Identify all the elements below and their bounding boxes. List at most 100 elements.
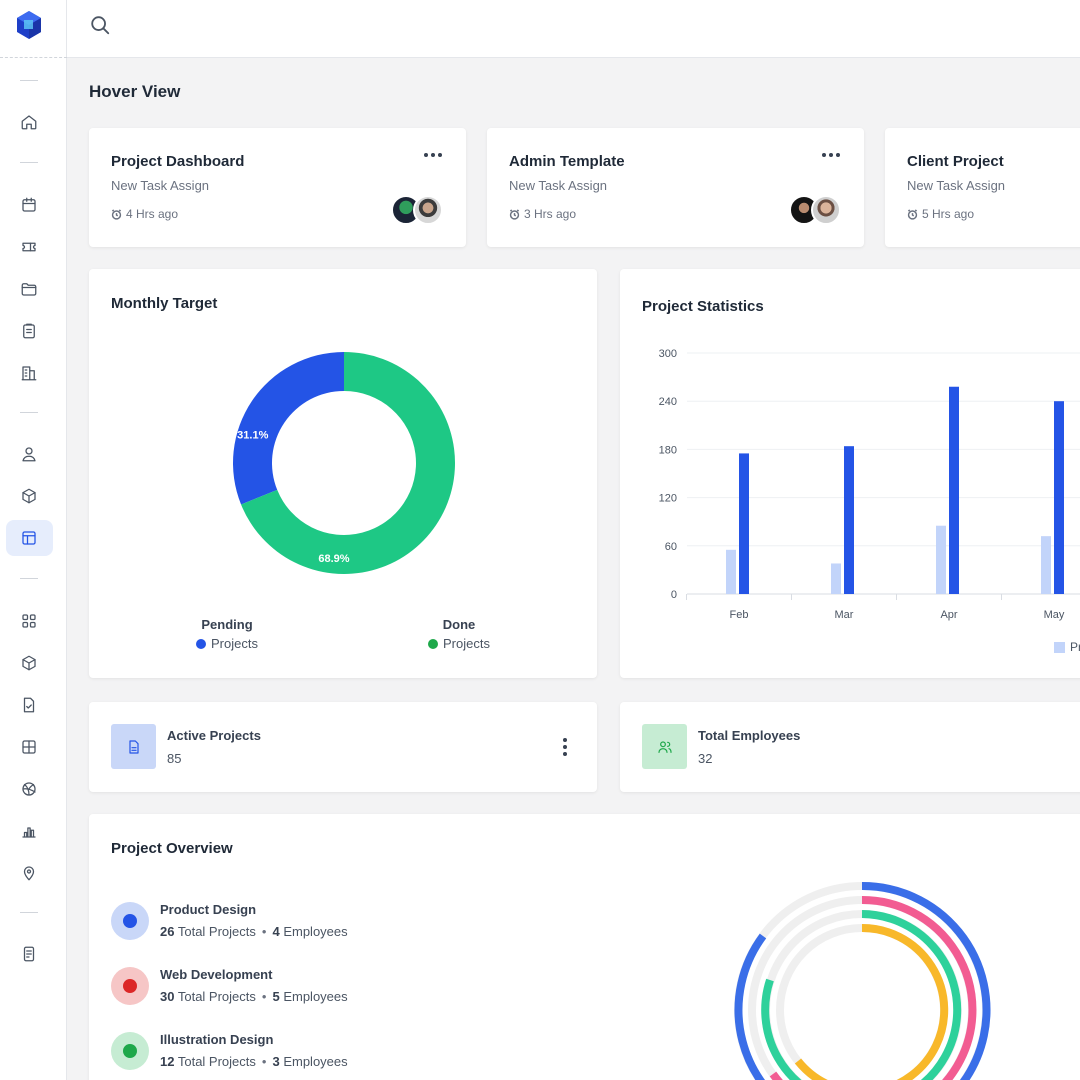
chart-legend: Pr xyxy=(1054,640,1080,654)
logo[interactable] xyxy=(16,10,42,40)
monthly-target-card: Monthly Target 31.1% 68.9% Pending Projec… xyxy=(89,269,597,678)
y-tick-label: 180 xyxy=(659,444,677,456)
bar-apr-series0[interactable] xyxy=(936,525,946,594)
sidebar-divider xyxy=(20,912,38,913)
project-statistics-card: Project Statistics 0 60 120 180 240 300 Feb Mar… xyxy=(620,269,1080,678)
package-icon[interactable] xyxy=(18,652,40,674)
more-options-icon[interactable] xyxy=(563,738,567,756)
basketball-icon[interactable] xyxy=(18,778,40,800)
bar-feb-series0[interactable] xyxy=(726,549,736,594)
building-icon[interactable] xyxy=(18,362,40,384)
card-title: Project Overview xyxy=(111,840,233,857)
top-bar xyxy=(67,0,1080,58)
monthly-target-donut-chart: 31.1% 68.9% xyxy=(233,352,456,574)
total-employees-card: Total Employees 32 xyxy=(620,702,1080,792)
legend-sub: Projects xyxy=(443,636,490,651)
radial-arc-pink xyxy=(769,895,977,1080)
ticket-icon[interactable] xyxy=(18,236,40,258)
project-meta: 12 Total Projects • 3 Employees xyxy=(160,1054,348,1069)
donut-slice-done[interactable] xyxy=(241,352,456,574)
radial-arc-yellow xyxy=(794,923,949,1080)
search-icon[interactable] xyxy=(89,14,111,36)
more-options-icon[interactable] xyxy=(822,150,840,160)
project-name: Product Design xyxy=(160,902,257,917)
legend-swatch xyxy=(1054,641,1065,653)
file-check-icon[interactable] xyxy=(18,694,40,716)
task-time-text: 4 Hrs ago xyxy=(126,207,179,221)
folder-icon[interactable] xyxy=(18,278,40,300)
active-projects-card: Active Projects 85 xyxy=(89,702,597,792)
status-dot xyxy=(111,902,149,940)
users-icon xyxy=(642,724,687,769)
alarm-clock-icon xyxy=(509,208,520,220)
sidebar-divider xyxy=(20,412,38,413)
x-tick-label: Apr xyxy=(940,609,957,621)
stat-value: 32 xyxy=(698,751,713,766)
x-tick-label: Feb xyxy=(730,609,749,621)
card-title: Project Statistics xyxy=(642,298,764,315)
task-time-text: 3 Hrs ago xyxy=(524,207,577,221)
stat-label: Total Employees xyxy=(698,728,801,743)
legend-dot xyxy=(428,638,439,649)
sidebar-divider xyxy=(20,162,38,163)
document-icon[interactable] xyxy=(18,943,40,965)
radial-arc-teal xyxy=(761,910,962,1080)
bar-chart-icon[interactable] xyxy=(18,820,40,842)
stat-value: 85 xyxy=(167,751,182,766)
task-subtitle: New Task Assign xyxy=(907,178,1006,193)
list-item[interactable]: Illustration Design 12 Total Projects • 3 … xyxy=(111,1032,411,1072)
bar-feb-series1[interactable] xyxy=(739,453,749,594)
page-title: Hover View xyxy=(89,82,181,101)
status-dot xyxy=(111,967,149,1005)
bar-mar-series1[interactable] xyxy=(844,446,854,594)
home-icon[interactable] xyxy=(18,111,40,133)
clipboard-icon[interactable] xyxy=(18,320,40,342)
bar-may-series1[interactable] xyxy=(1054,401,1064,594)
bar-apr-series1[interactable] xyxy=(949,386,959,594)
project-overview-card: Project Overview Product Design 26 Total… xyxy=(89,814,1080,1080)
y-tick-label: 300 xyxy=(659,348,677,360)
legend-label: Done xyxy=(442,617,476,632)
bar-mar-series0[interactable] xyxy=(831,563,841,594)
more-options-icon[interactable] xyxy=(424,150,442,160)
x-tick-label: Mar xyxy=(835,609,854,621)
project-name: Illustration Design xyxy=(160,1032,274,1047)
avatar-group xyxy=(789,195,843,225)
legend-text: Pr xyxy=(1070,640,1080,654)
radial-arc-blue xyxy=(734,881,991,1080)
task-card[interactable]: Project Dashboard New Task Assign 4 Hrs … xyxy=(89,128,466,247)
calendar-icon[interactable] xyxy=(18,194,40,216)
task-time: 3 Hrs ago xyxy=(509,207,576,221)
y-tick-label: 0 xyxy=(671,589,677,601)
x-tick-label: May xyxy=(1044,609,1065,621)
grid-icon[interactable] xyxy=(18,610,40,632)
task-subtitle: New Task Assign xyxy=(111,178,210,193)
project-name: Web Development xyxy=(160,967,273,982)
card-title: Monthly Target xyxy=(111,295,218,312)
y-tick-label: 240 xyxy=(659,396,677,408)
donut-slice-pending[interactable] xyxy=(233,352,344,505)
task-card[interactable]: Client Project New Task Assign 5 Hrs ago xyxy=(885,128,1080,247)
task-time-text: 5 Hrs ago xyxy=(922,207,975,221)
layout-icon[interactable] xyxy=(18,527,40,549)
donut-data-label: 31.1% xyxy=(237,430,268,442)
avatar[interactable] xyxy=(811,195,841,225)
bar-may-series0[interactable] xyxy=(1041,536,1051,594)
box-icon[interactable] xyxy=(18,485,40,507)
sidebar-divider xyxy=(20,578,38,579)
task-card[interactable]: Admin Template New Task Assign 3 Hrs ago xyxy=(487,128,864,247)
legend-pending: Pending Projects xyxy=(195,617,259,651)
list-item[interactable]: Product Design 26 Total Projects • 4 Emplo… xyxy=(111,902,411,942)
task-time: 4 Hrs ago xyxy=(111,207,178,221)
file-text-icon xyxy=(111,724,156,769)
map-pin-icon[interactable] xyxy=(18,862,40,884)
avatar[interactable] xyxy=(413,195,443,225)
avatar-group xyxy=(391,195,445,225)
project-meta: 26 Total Projects • 4 Employees xyxy=(160,924,348,939)
sidebar xyxy=(0,0,67,1080)
list-item[interactable]: Web Development 30 Total Projects • 5 Empl… xyxy=(111,967,411,1007)
y-tick-label: 120 xyxy=(659,493,677,505)
table-icon[interactable] xyxy=(18,736,40,758)
user-icon[interactable] xyxy=(18,443,40,465)
legend-dot xyxy=(196,638,207,649)
